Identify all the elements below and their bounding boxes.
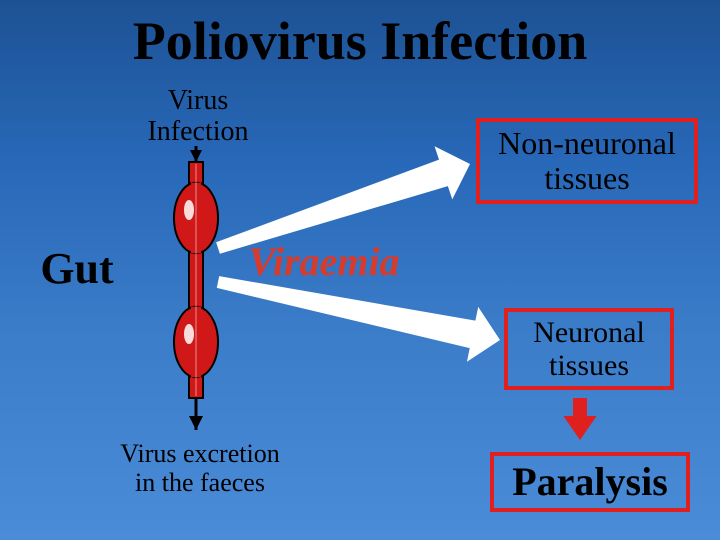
slide-title: Poliovirus Infection bbox=[0, 10, 720, 72]
box-neuronal: Neuronaltissues bbox=[504, 308, 674, 390]
label-viraemia: Viraemia bbox=[224, 240, 424, 284]
label-virus-excretion: Virus excretionin the faeces bbox=[90, 440, 310, 497]
label-virus-infection: VirusInfection bbox=[128, 86, 268, 148]
box-non-neuronal: Non-neuronaltissues bbox=[476, 118, 698, 204]
label-gut: Gut bbox=[22, 245, 132, 293]
box-paralysis: Paralysis bbox=[490, 452, 690, 512]
